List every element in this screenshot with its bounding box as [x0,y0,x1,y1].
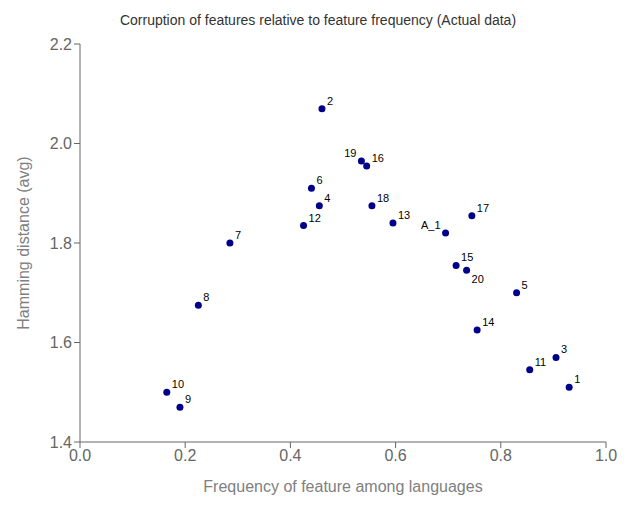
svg-text:0.8: 0.8 [490,447,512,464]
svg-text:0.0: 0.0 [69,447,91,464]
svg-text:1.4: 1.4 [50,434,72,451]
svg-text:1.8: 1.8 [50,235,72,252]
svg-text:0.6: 0.6 [384,447,406,464]
svg-text:2.0: 2.0 [50,135,72,152]
svg-text:15: 15 [461,251,473,263]
svg-text:2: 2 [327,95,333,107]
svg-text:18: 18 [377,192,389,204]
svg-text:1: 1 [574,373,580,385]
svg-text:9: 9 [185,393,191,405]
svg-text:20: 20 [472,273,484,285]
svg-text:7: 7 [235,229,241,241]
svg-text:16: 16 [372,152,384,164]
svg-text:11: 11 [535,356,546,368]
svg-text:8: 8 [203,291,209,303]
svg-text:3: 3 [561,343,567,355]
svg-text:2.2: 2.2 [50,36,72,53]
svg-text:10: 10 [172,378,184,390]
svg-text:1.6: 1.6 [50,334,72,351]
svg-text:19: 19 [344,147,356,159]
svg-text:Hamming distance (avg): Hamming distance (avg) [15,156,32,329]
svg-text:14: 14 [482,316,494,328]
svg-text:5: 5 [522,279,528,291]
svg-text:17: 17 [477,202,489,214]
svg-text:12: 12 [309,212,321,224]
svg-text:0.2: 0.2 [174,447,196,464]
svg-text:13: 13 [398,209,410,221]
svg-text:A_1: A_1 [421,219,441,231]
svg-text:4: 4 [324,192,330,204]
svg-text:0.4: 0.4 [279,447,301,464]
svg-text:6: 6 [316,174,322,186]
svg-text:1.0: 1.0 [595,447,617,464]
html-text:Corruption of features relativ: Corruption of features relative to featu… [119,12,516,28]
svg-text:Frequency of feature among lan: Frequency of feature among languages [203,478,482,495]
